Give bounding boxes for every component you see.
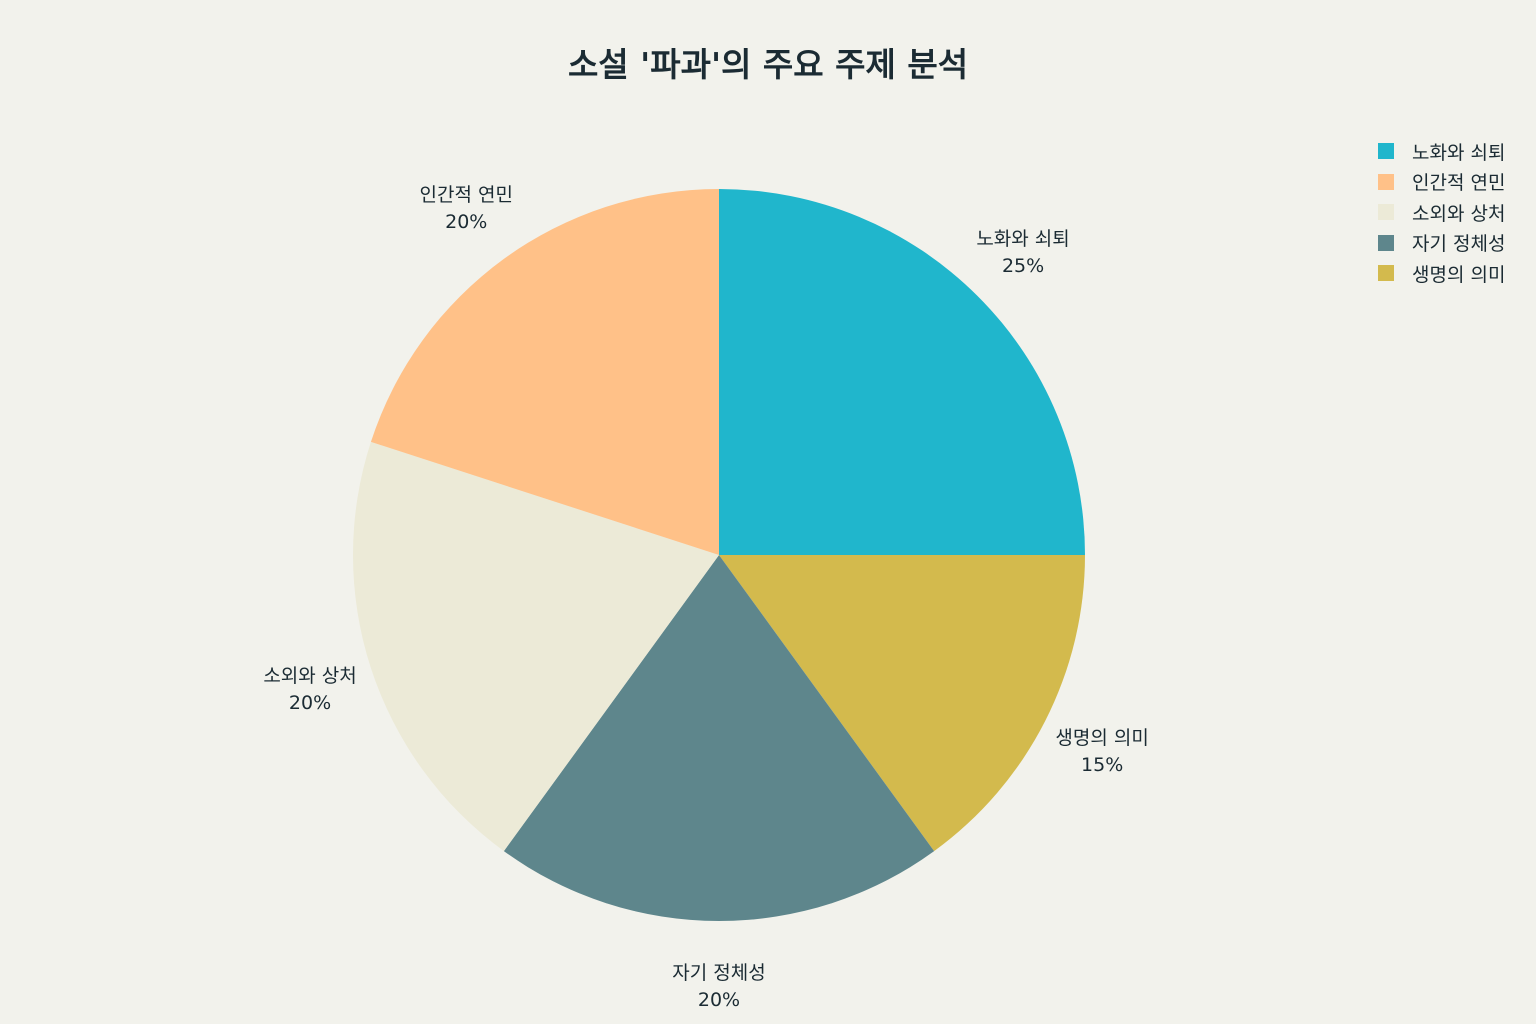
legend-label: 자기 정체성 — [1412, 233, 1506, 256]
legend-item[interactable]: 노화와 쇠퇴 — [1378, 136, 1505, 167]
slice-percent-label: 20% — [698, 989, 740, 1011]
pie-slice[interactable] — [353, 441, 719, 852]
slice-label: 생명의 의미 — [1055, 727, 1148, 749]
legend-swatch — [1378, 143, 1394, 160]
slice-label: 인간적 연민 — [420, 184, 513, 206]
legend-item[interactable]: 인간적 연민 — [1378, 167, 1505, 198]
slice-label: 자기 정체성 — [672, 962, 765, 984]
legend-swatch — [1378, 265, 1394, 282]
pie-slice[interactable] — [719, 555, 1085, 852]
legend-swatch — [1378, 173, 1394, 190]
legend-swatch — [1378, 204, 1394, 221]
chart-title: 소설 '파과'의 주요 주제 분석 — [567, 45, 969, 84]
pie-slice[interactable] — [503, 555, 935, 922]
pie-slice[interactable] — [370, 189, 719, 555]
legend: 노화와 쇠퇴 인간적 연민 소외와 상처 자기 정체성 생명의 의미 — [1378, 136, 1505, 289]
slice-percent-label: 25% — [1002, 255, 1044, 277]
legend-item[interactable]: 생명의 의미 — [1378, 258, 1505, 289]
slice-percent-label: 20% — [289, 692, 331, 714]
pie-slice[interactable] — [719, 189, 1085, 555]
legend-label: 생명의 의미 — [1412, 263, 1506, 286]
legend-label: 노화와 쇠퇴 — [1412, 141, 1506, 164]
slice-label: 소외와 상처 — [263, 665, 356, 687]
legend-item[interactable]: 자기 정체성 — [1378, 228, 1505, 259]
slice-percent-label: 20% — [445, 211, 487, 233]
legend-label: 인간적 연민 — [1412, 172, 1506, 195]
legend-label: 소외와 상처 — [1412, 202, 1506, 225]
slice-percent-label: 15% — [1081, 754, 1123, 776]
slice-label: 노화와 쇠퇴 — [976, 228, 1069, 250]
legend-swatch — [1378, 234, 1394, 251]
legend-item[interactable]: 소외와 상처 — [1378, 197, 1505, 228]
